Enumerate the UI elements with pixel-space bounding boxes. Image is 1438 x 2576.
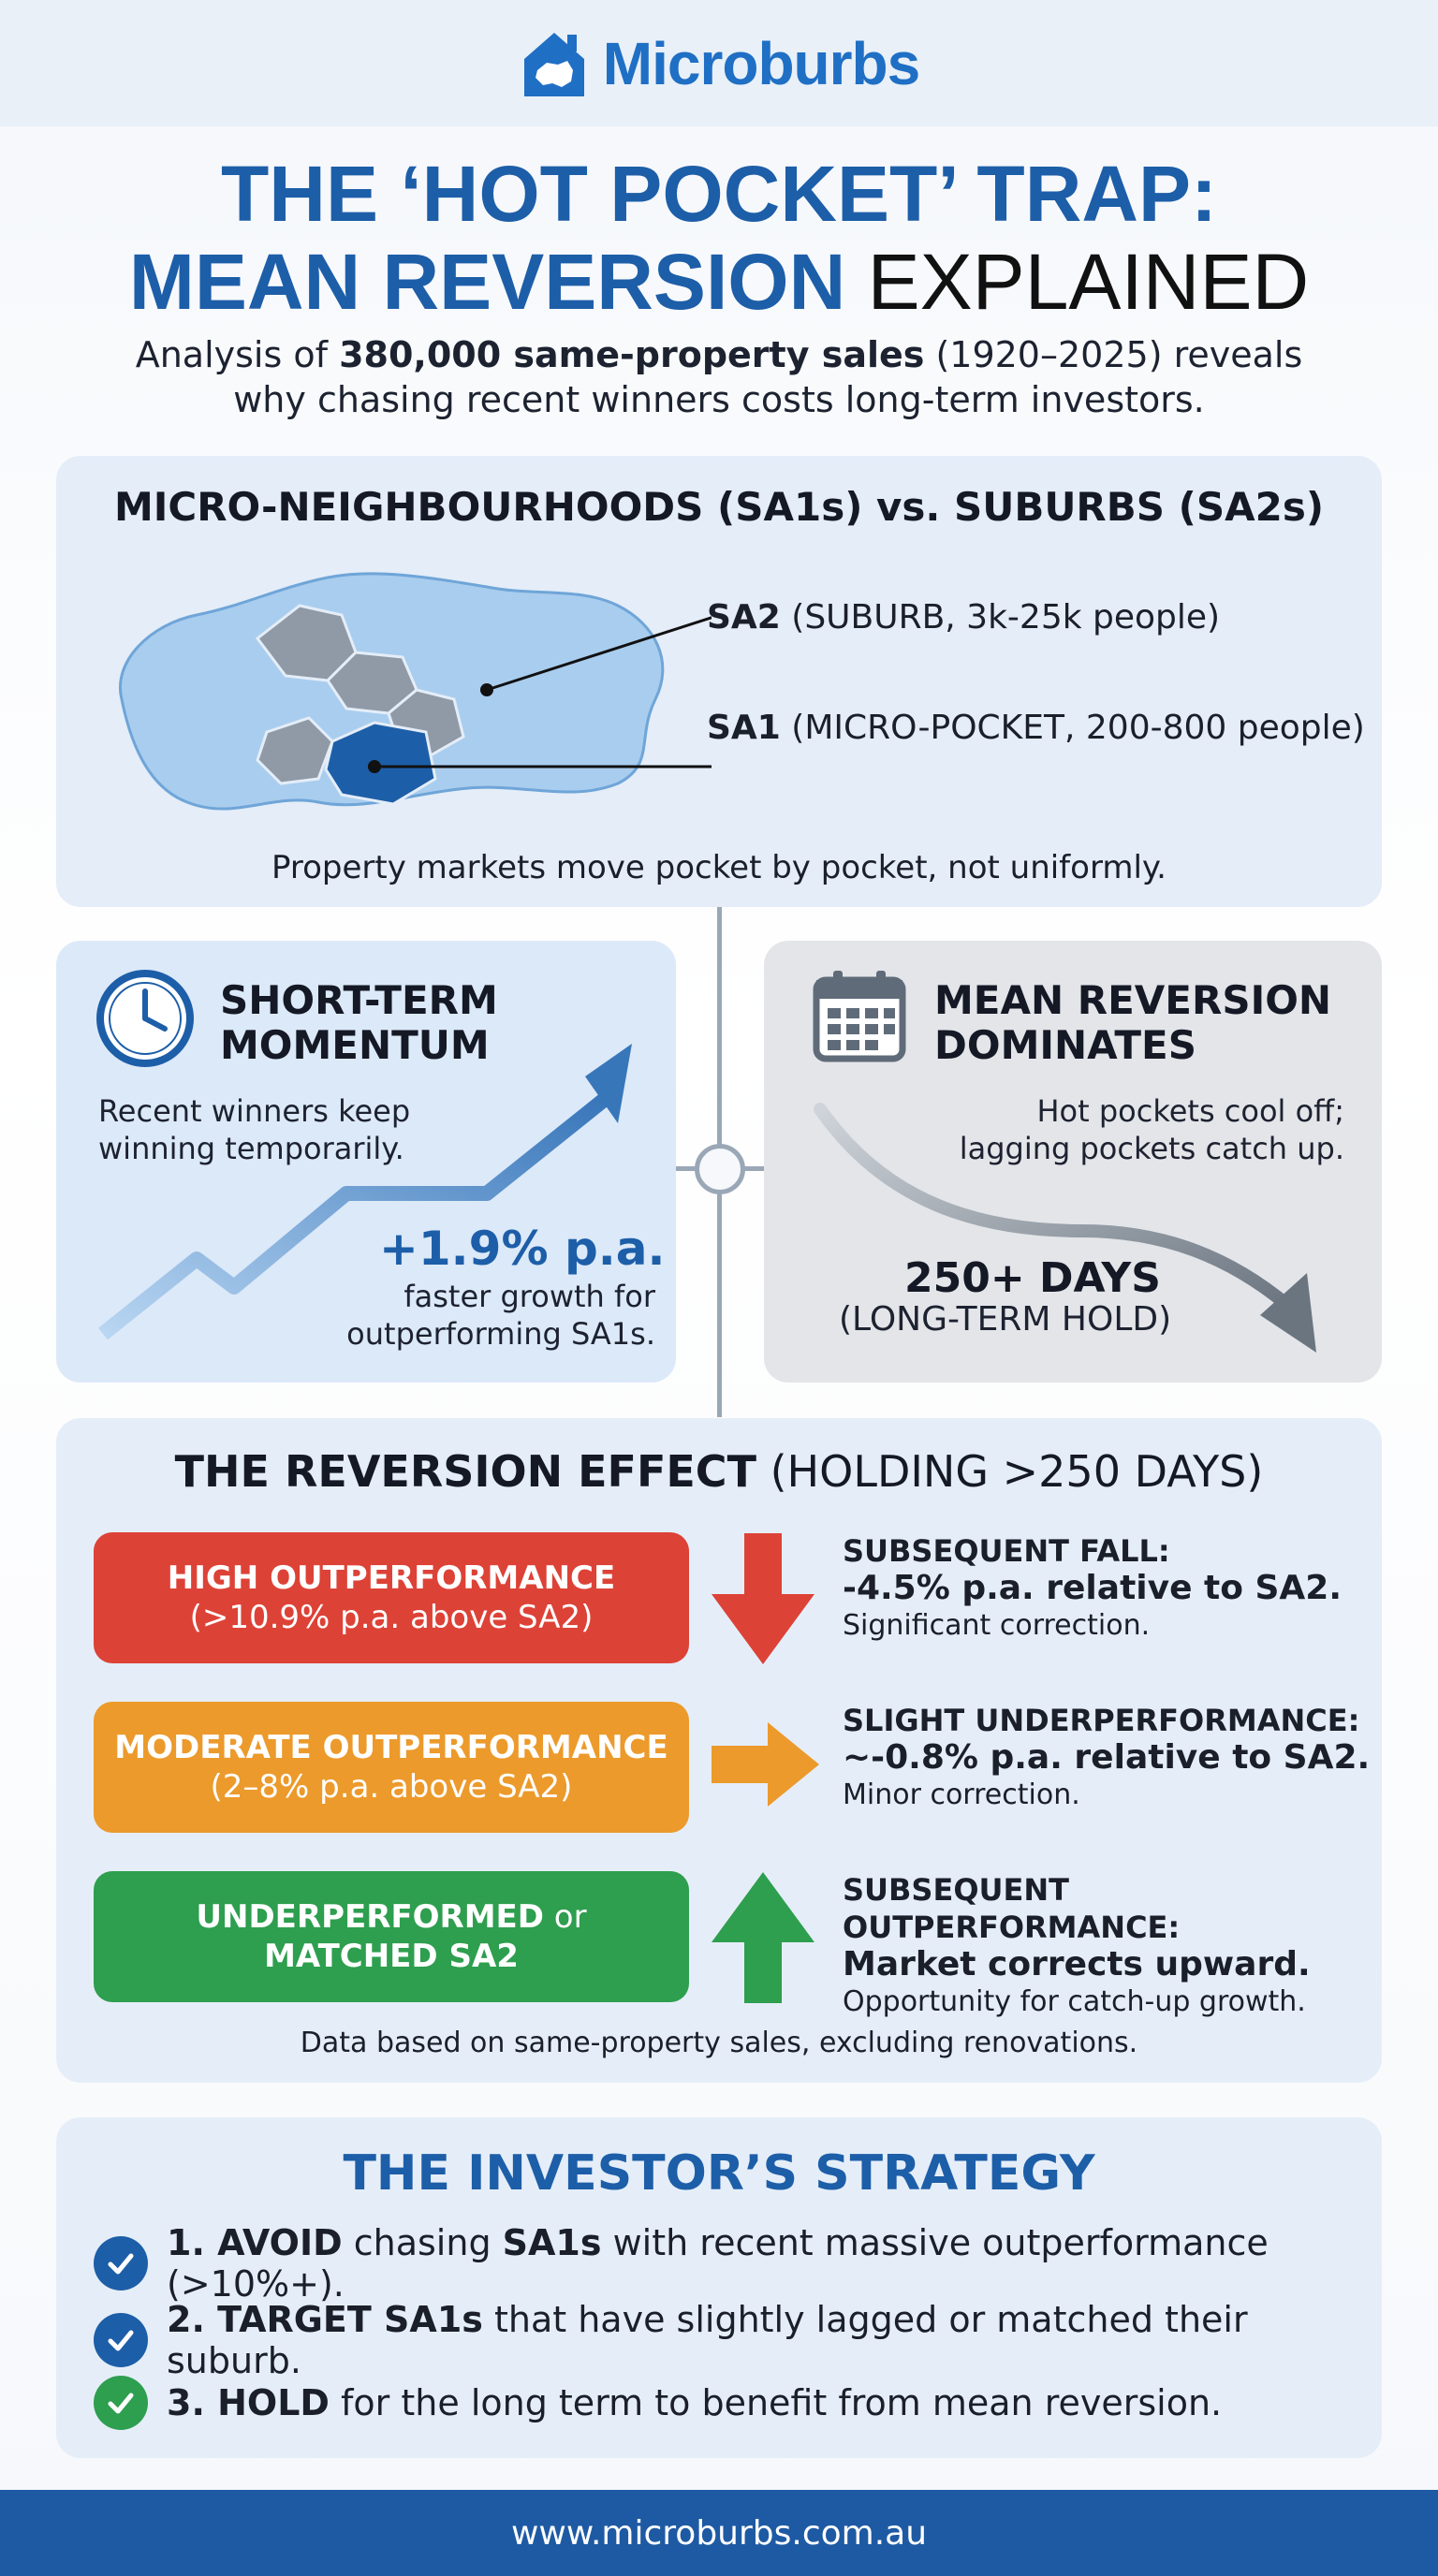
calendar-icon — [813, 971, 906, 1062]
subtitle: Analysis of 380,000 same-property sales … — [94, 332, 1344, 422]
check-circle-icon — [94, 2313, 148, 2367]
page-title: THE ‘HOT POCKET’ TRAP: MEAN REVERSION EX… — [0, 150, 1438, 326]
reversion-stat: 250+ DAYS — [904, 1254, 1161, 1302]
reversion-text: Hot pockets cool off; lagging pockets ca… — [959, 1093, 1344, 1166]
falling-trend-arrow — [814, 1103, 1316, 1353]
strategy-item-hold: 3. HOLD for the long term to benefit fro… — [94, 2376, 1222, 2430]
suburb-map-illustration — [119, 572, 712, 811]
sa2-label: SA2 (SUBURB, 3k-25k people) — [707, 598, 1221, 637]
strategy-item-avoid: 1. AVOID chasing SA1s with recent massiv… — [94, 2222, 1382, 2305]
high-outperformance-result: SUBSEQUENT FALL: -4.5% p.a. relative to … — [843, 1533, 1343, 1642]
reversion-card: MEAN REVERSION DOMINATES Hot pockets coo… — [764, 941, 1382, 1383]
check-circle-icon — [94, 2236, 148, 2291]
subtitle-pre: Analysis of — [135, 334, 340, 375]
moderate-outperformance-result: SLIGHT UNDERPERFORMANCE: ~-0.8% p.a. rel… — [843, 1703, 1371, 1811]
arrow-right-icon — [712, 1722, 819, 1807]
momentum-card: SHORT-TERM MOMENTUM Recent winners keep … — [56, 941, 676, 1383]
rising-trend-arrow — [98, 1044, 632, 1340]
effect-heading: THE REVERSION EFFECT (HOLDING >250 DAYS) — [174, 1446, 1264, 1497]
footer-url-link[interactable]: www.microburbs.com.au — [510, 2513, 928, 2553]
momentum-stat-note: faster growth for outperforming SA1s. — [346, 1279, 655, 1352]
reversion-title: MEAN REVERSION DOMINATES — [934, 977, 1332, 1068]
check-circle-icon — [94, 2376, 148, 2430]
subtitle-bold: 380,000 same-property sales — [339, 334, 925, 375]
effect-footnote: Data based on same-property sales, exclu… — [300, 2027, 1138, 2059]
footer-bar: www.microburbs.com.au — [0, 2490, 1438, 2576]
map-card: MICRO-NEIGHBOURHOODS (SA1s) vs. SUBURBS … — [56, 456, 1382, 907]
reversion-stat-note: (LONG-TERM HOLD) — [839, 1300, 1172, 1339]
house-australia-icon — [523, 32, 584, 96]
map-caption: Property markets move pocket by pocket, … — [271, 849, 1167, 886]
title-line-2-blue: MEAN REVERSION — [128, 238, 846, 326]
brand-name: Microburbs — [602, 29, 920, 97]
arrow-up-icon — [712, 1872, 814, 2003]
moderate-outperformance-pill: MODERATE OUTPERFORMANCE (2–8% p.a. above… — [94, 1702, 689, 1833]
header-bar: Microburbs — [0, 0, 1438, 126]
strategy-heading: THE INVESTOR’S STRATEGY — [343, 2145, 1095, 2202]
high-outperformance-pill: HIGH OUTPERFORMANCE (>10.9% p.a. above S… — [94, 1532, 689, 1663]
strategy-item-target: 2. TARGET SA1s that have slightly lagged… — [94, 2299, 1382, 2381]
connector-node — [695, 1144, 745, 1194]
sa1-highlight-pocket — [324, 721, 437, 806]
momentum-stat: +1.9% p.a. — [379, 1222, 666, 1276]
underperformed-result: SUBSEQUENT OUTPERFORMANCE: Market correc… — [843, 1872, 1311, 2018]
sa1-label: SA1 (MICRO-POCKET, 200-800 people) — [707, 709, 1365, 747]
subtitle-line-2: why chasing recent winners costs long-te… — [233, 379, 1205, 420]
sa1-grey-pocket-4 — [256, 716, 334, 785]
brand-logo[interactable]: Microburbs — [519, 27, 920, 100]
underperformed-pill: UNDERPERFORMED or MATCHED SA2 — [94, 1871, 689, 2002]
momentum-text: Recent winners keep winning temporarily. — [98, 1093, 411, 1166]
title-line-1: THE ‘HOT POCKET’ TRAP: — [220, 150, 1218, 238]
momentum-title: SHORT-TERM MOMENTUM — [220, 977, 498, 1068]
reversion-effect-card: THE REVERSION EFFECT (HOLDING >250 DAYS)… — [56, 1418, 1382, 2083]
subtitle-post: (1920–2025) reveals — [924, 334, 1303, 375]
title-line-2-black: EXPLAINED — [867, 238, 1310, 326]
strategy-card: THE INVESTOR’S STRATEGY 1. AVOID chasing… — [56, 2117, 1382, 2458]
map-heading: MICRO-NEIGHBOURHOODS (SA1s) vs. SUBURBS … — [113, 484, 1325, 530]
clock-icon — [96, 970, 194, 1067]
arrow-down-icon — [712, 1533, 814, 1664]
